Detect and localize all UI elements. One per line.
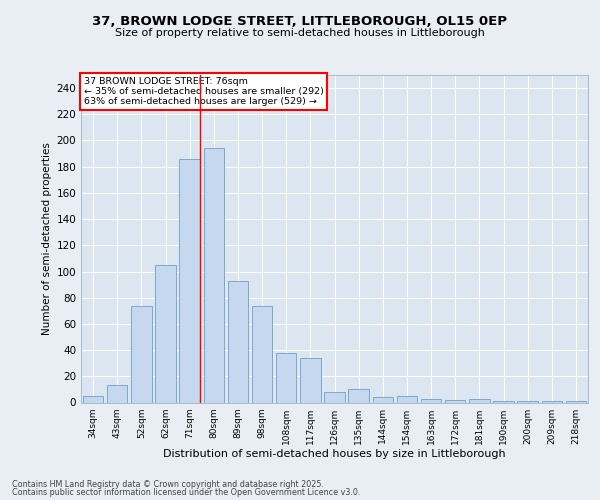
X-axis label: Distribution of semi-detached houses by size in Littleborough: Distribution of semi-detached houses by … [163,450,506,460]
Bar [324,392,345,402]
Bar [83,396,103,402]
Bar [203,148,224,402]
Bar [373,398,393,402]
Bar [566,401,586,402]
Bar [469,398,490,402]
Text: Size of property relative to semi-detached houses in Littleborough: Size of property relative to semi-detach… [115,28,485,38]
Bar [542,401,562,402]
Bar [179,159,200,402]
Bar [300,358,320,403]
Bar [517,401,538,402]
Bar [349,390,369,402]
Y-axis label: Number of semi-detached properties: Number of semi-detached properties [42,142,52,335]
Text: Contains public sector information licensed under the Open Government Licence v3: Contains public sector information licen… [12,488,361,497]
Bar [155,265,176,402]
Text: 37, BROWN LODGE STREET, LITTLEBOROUGH, OL15 0EP: 37, BROWN LODGE STREET, LITTLEBOROUGH, O… [92,15,508,28]
Bar [227,280,248,402]
Bar [276,352,296,403]
Bar [421,398,442,402]
Text: Contains HM Land Registry data © Crown copyright and database right 2025.: Contains HM Land Registry data © Crown c… [12,480,324,489]
Bar [397,396,417,402]
Bar [252,306,272,402]
Text: 37 BROWN LODGE STREET: 76sqm
← 35% of semi-detached houses are smaller (292)
63%: 37 BROWN LODGE STREET: 76sqm ← 35% of se… [83,76,323,106]
Bar [493,401,514,402]
Bar [107,386,127,402]
Bar [131,306,152,402]
Bar [445,400,466,402]
